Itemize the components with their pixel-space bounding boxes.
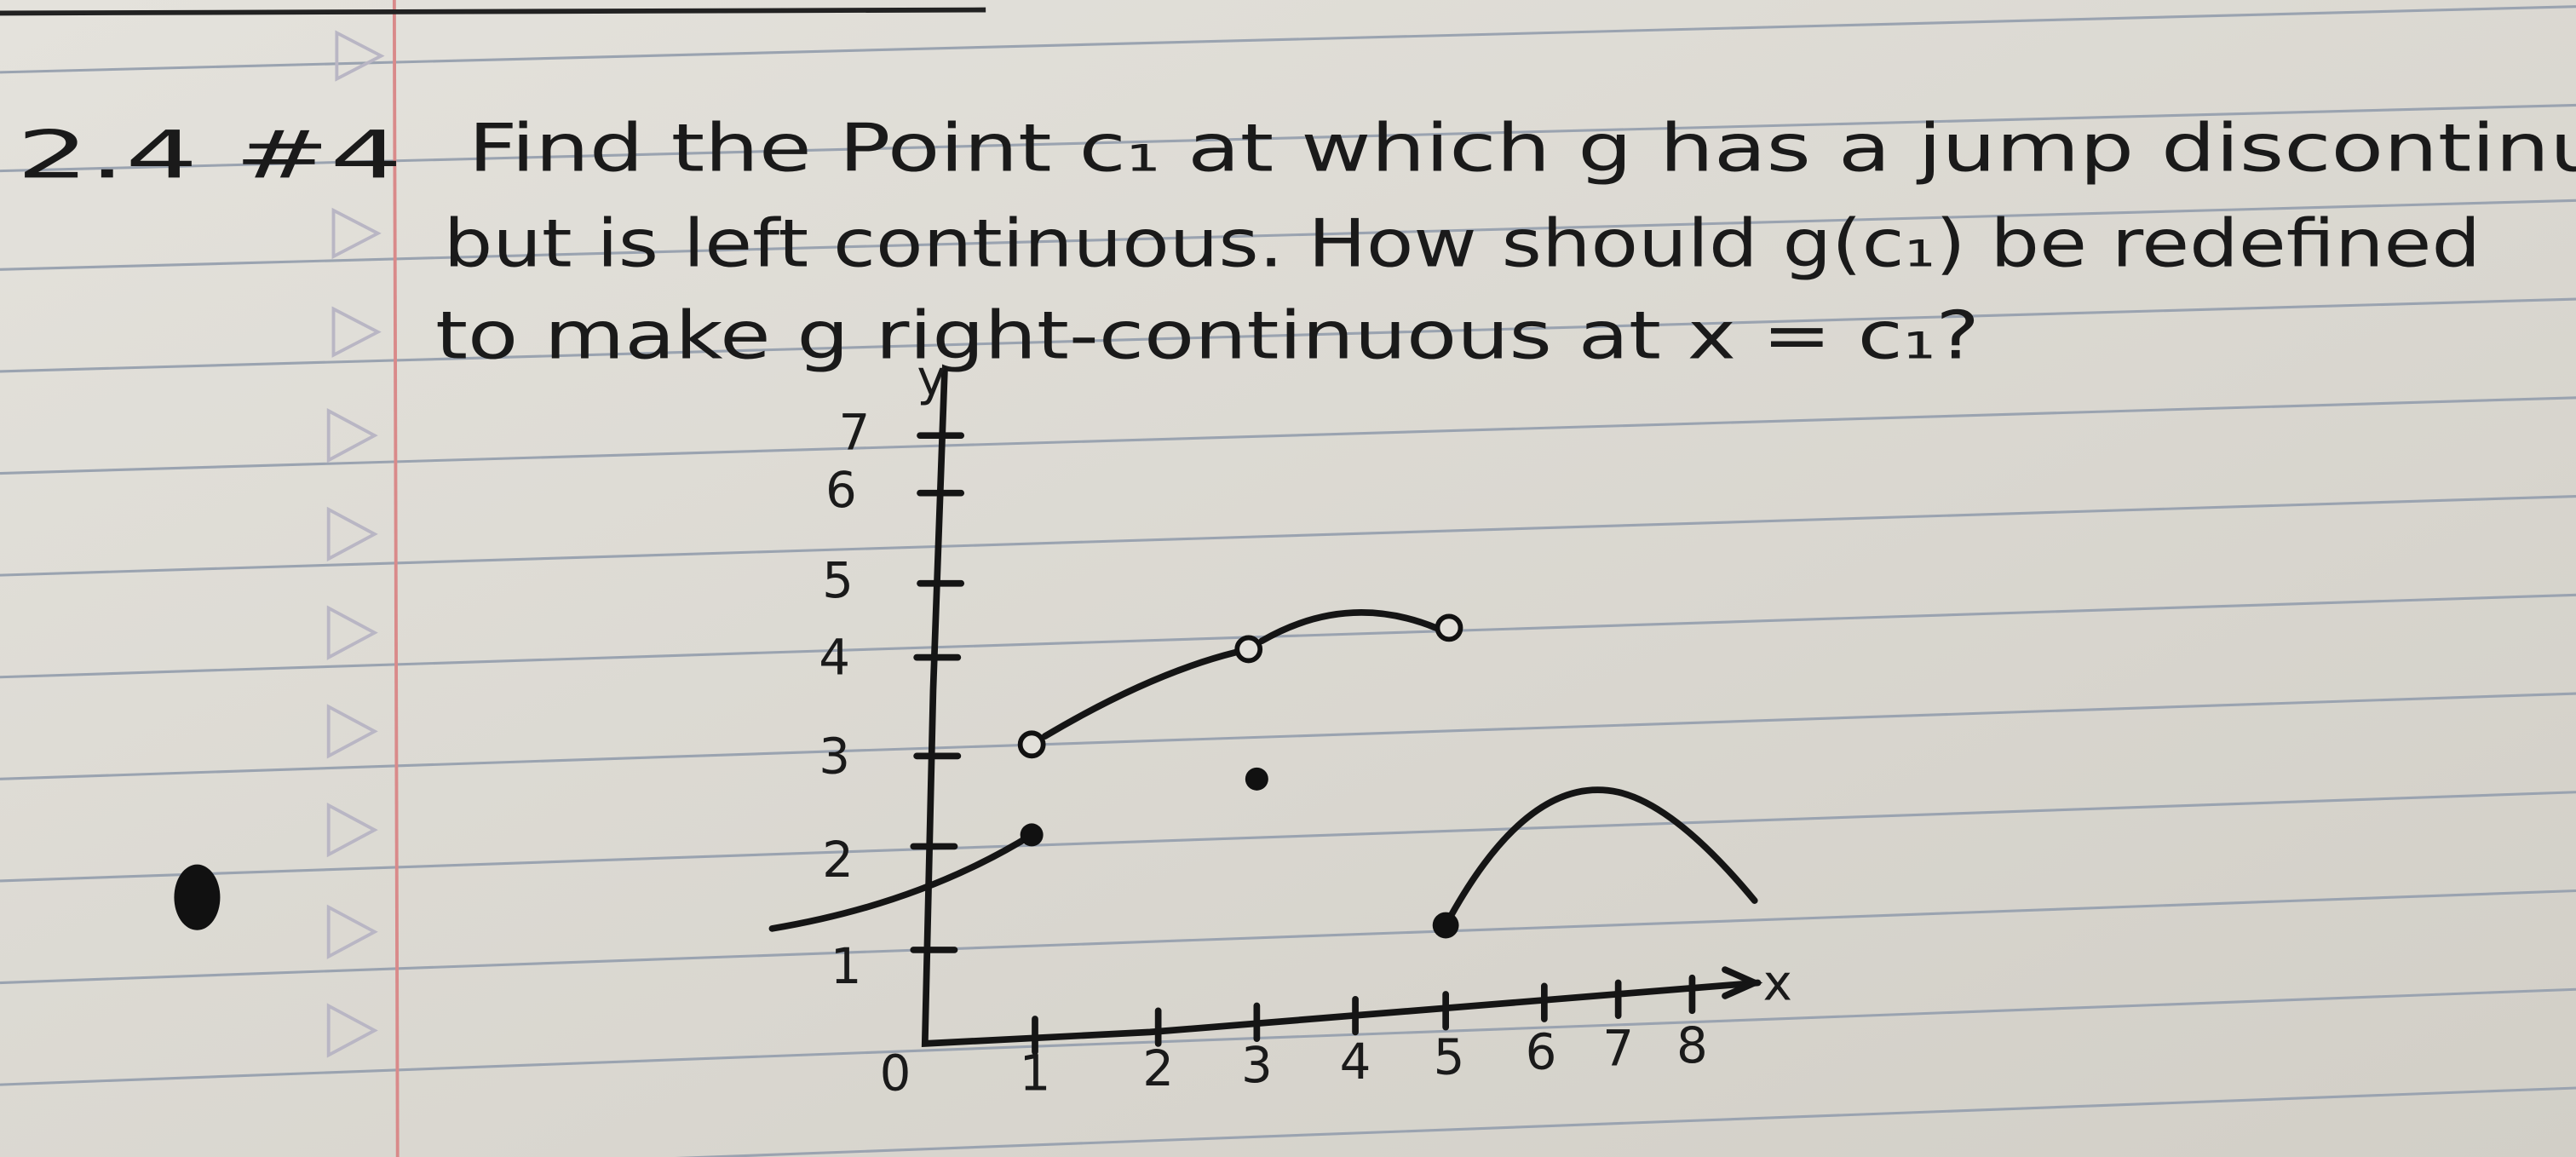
closed-dot (1432, 912, 1459, 939)
open-dot (1435, 613, 1463, 642)
curve-left (768, 832, 1035, 932)
closed-dot (1020, 823, 1044, 847)
open-dot (1017, 730, 1046, 759)
closed-dot (1245, 767, 1268, 791)
problem-line: but is left continuous. How should g(c₁)… (444, 205, 2481, 282)
x-tick-label: 5 (1434, 1027, 1465, 1085)
y-tick-label: 3 (819, 727, 850, 785)
open-dot (1234, 635, 1263, 664)
x-tick-label: 8 (1676, 1016, 1708, 1074)
margin-triangles (326, 30, 385, 1058)
top-edge (0, 7, 986, 16)
tick-marks (910, 432, 1696, 1056)
binder-hole (174, 864, 221, 930)
x-tick-label: 7 (1602, 1020, 1634, 1078)
curve-middle (1041, 648, 1239, 740)
x-tick-label: 6 (1526, 1023, 1557, 1081)
x-axis-label: x (1763, 953, 1792, 1011)
x-tick-label: 1 (1020, 1045, 1051, 1102)
x-tick-label: 4 (1340, 1033, 1371, 1091)
y-tick-label: 2 (822, 831, 854, 889)
problem-number: 2.4 #4 (16, 117, 402, 193)
x-tick-label: 2 (1142, 1039, 1174, 1097)
margin-line (392, 0, 400, 1157)
x-arrow (1722, 966, 1763, 999)
origin-label: 0 (880, 1045, 911, 1102)
curve-right (1442, 786, 1758, 929)
problem-line: Find the Point c₁ at which g has a jump … (469, 111, 2576, 187)
curve-middle-right (1258, 609, 1440, 645)
y-tick-label: 7 (838, 403, 870, 461)
problem-line: to make g right-continuous at x = c₁? (435, 298, 1980, 375)
y-axis-label: y (917, 349, 946, 407)
y-tick-label: 5 (822, 551, 854, 609)
y-tick-label: 4 (819, 629, 850, 687)
ruled-lines (0, 5, 2576, 1157)
x-tick-label: 3 (1241, 1036, 1273, 1094)
y-tick-label: 6 (825, 461, 857, 519)
y-tick-label: 1 (831, 937, 862, 995)
